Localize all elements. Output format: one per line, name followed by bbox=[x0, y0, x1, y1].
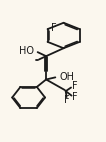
Text: F: F bbox=[51, 23, 57, 33]
Text: F: F bbox=[72, 92, 78, 102]
Text: F: F bbox=[72, 82, 77, 91]
Text: HO: HO bbox=[19, 46, 34, 57]
Text: OH: OH bbox=[59, 72, 74, 82]
Text: F: F bbox=[64, 95, 70, 105]
